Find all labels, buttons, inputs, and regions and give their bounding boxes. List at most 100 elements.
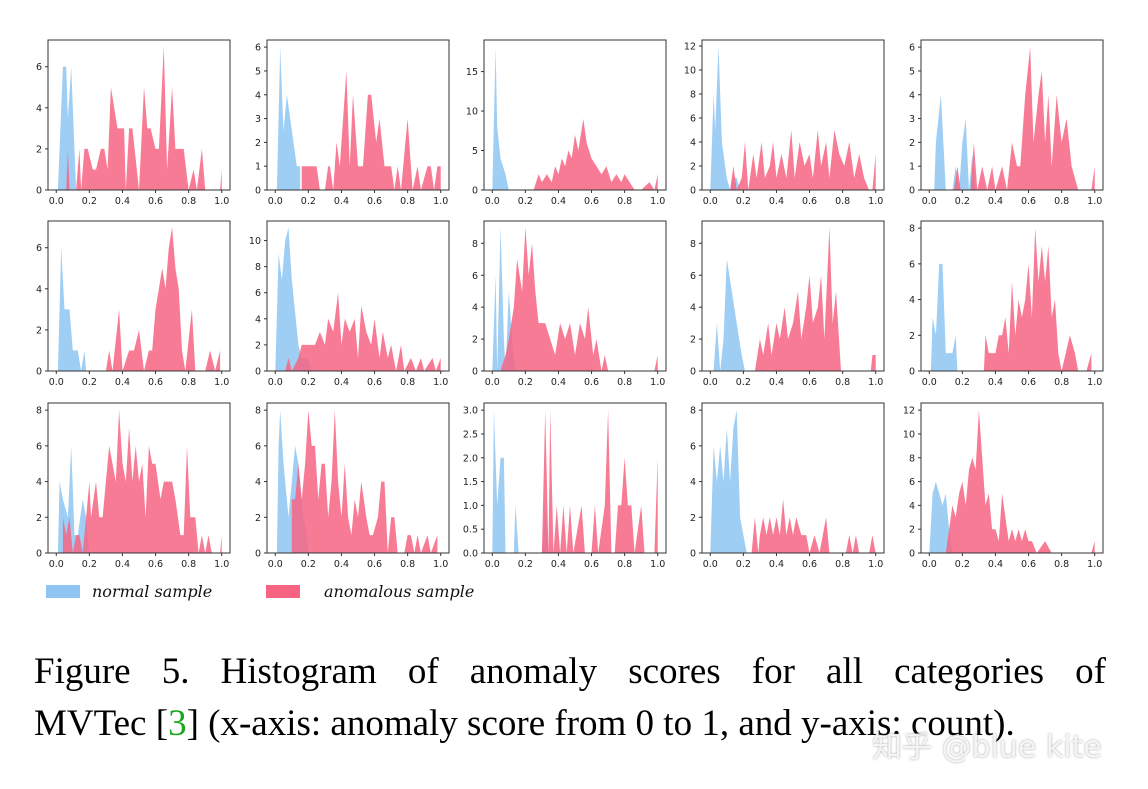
x-tick-label: 0.6 (1021, 196, 1036, 207)
x-tick-label: 0.8 (617, 196, 632, 207)
anomalous-area (291, 410, 438, 553)
subplot-8: 0 2 4 6 8 0.0 0.2 0.4 0.6 0.8 1.0 (472, 220, 667, 388)
y-tick-label: 8 (255, 406, 261, 417)
legend-label-normal: normal sample (92, 582, 213, 601)
plot-frame (483, 39, 667, 191)
y-tick-label: 6 (36, 62, 42, 73)
x-tick-label: 0.6 (802, 196, 817, 207)
x-tick-label: 0.8 (835, 196, 850, 207)
x-tick-label: 0.6 (1021, 377, 1036, 388)
x-tick-label: 0.2 (955, 559, 970, 570)
x-tick-label: 0.2 (301, 377, 316, 388)
y-tick-label: 4 (36, 103, 42, 114)
x-tick-label: 0.6 (584, 196, 599, 207)
x-tick-label: 0.0 (49, 377, 64, 388)
x-tick-label: 0.0 (268, 377, 283, 388)
x-tick-label: 1.0 (1087, 377, 1102, 388)
y-tick-label: 4 (690, 138, 696, 149)
y-tick-label: 2 (909, 331, 915, 342)
x-tick-label: 0.8 (181, 196, 196, 207)
legend-anomalous: anomalous sample (266, 582, 474, 601)
x-tick-label: 0.0 (268, 196, 283, 207)
subplot-15: 0 2 4 6 8 10 12 0.0 0.2 0.4 0.6 0.8 1.0 (903, 402, 1104, 570)
legend-normal: normal sample (46, 582, 212, 601)
anomalous-area (730, 130, 876, 190)
plot-frame (701, 402, 885, 554)
anomalous-area (945, 410, 1095, 553)
normal-area (492, 410, 549, 553)
plot-frame (701, 220, 885, 372)
x-tick-label: 1.0 (214, 559, 229, 570)
x-tick-label: 0.4 (769, 377, 784, 388)
y-tick-label: 2 (909, 138, 915, 149)
normal-area (934, 94, 976, 190)
normal-area (276, 47, 301, 190)
y-tick-label: 6 (909, 259, 915, 270)
y-tick-label: 4 (909, 90, 915, 101)
y-tick-label: 8 (690, 239, 696, 250)
subplot-9: 0 2 4 6 8 0.0 0.2 0.4 0.6 0.8 1.0 (690, 220, 885, 388)
citation-link[interactable]: 3 (168, 703, 187, 744)
y-tick-label: 0.0 (463, 549, 478, 560)
x-tick-label: 0.8 (835, 377, 850, 388)
x-tick-label: 0.0 (268, 559, 283, 570)
x-tick-label: 0.4 (551, 196, 566, 207)
y-tick-label: 12 (903, 406, 915, 417)
x-tick-label: 0.0 (485, 559, 500, 570)
x-tick-label: 0.2 (955, 196, 970, 207)
x-tick-label: 0.0 (703, 196, 718, 207)
plot-frame (483, 402, 667, 554)
x-tick-label: 0.2 (82, 196, 97, 207)
y-tick-label: 1.0 (463, 501, 478, 512)
x-tick-label: 0.6 (367, 559, 382, 570)
y-tick-label: 12 (684, 42, 696, 53)
legend-label-anomalous: anomalous sample (324, 582, 475, 601)
anomalous-area (500, 227, 658, 371)
x-tick-label: 0.6 (367, 196, 382, 207)
x-tick-label: 0.4 (115, 196, 130, 207)
plot-frame (47, 39, 231, 191)
y-tick-label: 2 (690, 513, 696, 524)
y-tick-label: 2 (909, 525, 915, 536)
y-tick-label: 4 (255, 477, 261, 488)
x-tick-label: 0.4 (115, 377, 130, 388)
x-tick-label: 0.2 (736, 196, 751, 207)
x-tick-label: 0.8 (400, 377, 415, 388)
x-tick-label: 0.8 (617, 377, 632, 388)
x-tick-label: 1.0 (433, 377, 448, 388)
normal-area (710, 410, 747, 553)
y-tick-label: 2 (472, 335, 478, 346)
x-tick-label: 0.8 (1054, 377, 1069, 388)
y-tick-label: 15 (466, 67, 478, 78)
x-tick-label: 0.2 (736, 559, 751, 570)
x-tick-label: 0.0 (922, 377, 937, 388)
x-tick-label: 0.0 (922, 196, 937, 207)
subplot-4: 0 2 4 6 8 10 12 0.0 0.2 0.4 0.6 0.8 1.0 (684, 39, 885, 207)
y-tick-label: 0 (909, 186, 915, 197)
y-tick-label: 2 (690, 335, 696, 346)
x-tick-label: 0.0 (922, 559, 937, 570)
y-tick-label: 8 (909, 224, 915, 235)
x-tick-label: 0.6 (584, 559, 599, 570)
x-tick-label: 0.6 (367, 377, 382, 388)
plot-frame (920, 220, 1104, 372)
legend-swatch-normal (46, 585, 80, 598)
y-tick-label: 4 (690, 303, 696, 314)
plot-frame (47, 402, 231, 554)
legend-swatch-anomalous (266, 585, 300, 598)
y-tick-label: 3 (255, 114, 261, 125)
plot-frame (920, 402, 1104, 554)
y-tick-label: 10 (903, 429, 915, 440)
anomalous-area (754, 227, 876, 371)
normal-area (492, 47, 509, 191)
x-tick-label: 0.2 (301, 196, 316, 207)
subplot-14: 0 2 4 6 8 0.0 0.2 0.4 0.6 0.8 1.0 (690, 402, 885, 570)
y-tick-label: 10 (466, 107, 478, 118)
plot-frame (266, 402, 450, 554)
x-tick-label: 0.0 (49, 196, 64, 207)
y-tick-label: 1 (255, 162, 261, 173)
watermark: 知乎 @blue kite (872, 730, 1102, 765)
y-tick-label: 4 (909, 295, 915, 306)
caption-text: MVTec [ (34, 703, 169, 744)
y-tick-label: 6 (909, 43, 915, 54)
